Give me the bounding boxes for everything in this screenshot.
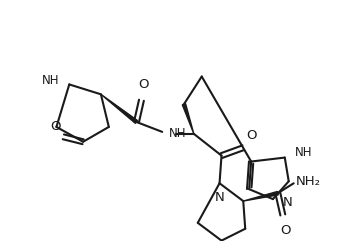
- Polygon shape: [101, 94, 137, 123]
- Text: NH₂: NH₂: [296, 175, 321, 188]
- Text: NH: NH: [295, 146, 312, 159]
- Text: O: O: [281, 224, 291, 237]
- Polygon shape: [243, 191, 278, 201]
- Text: O: O: [50, 120, 61, 133]
- Text: O: O: [246, 129, 256, 142]
- Text: O: O: [138, 78, 149, 91]
- Text: N: N: [215, 191, 224, 204]
- Text: NH: NH: [169, 127, 187, 140]
- Text: N: N: [283, 196, 292, 209]
- Text: NH: NH: [42, 74, 59, 87]
- Polygon shape: [182, 104, 194, 134]
